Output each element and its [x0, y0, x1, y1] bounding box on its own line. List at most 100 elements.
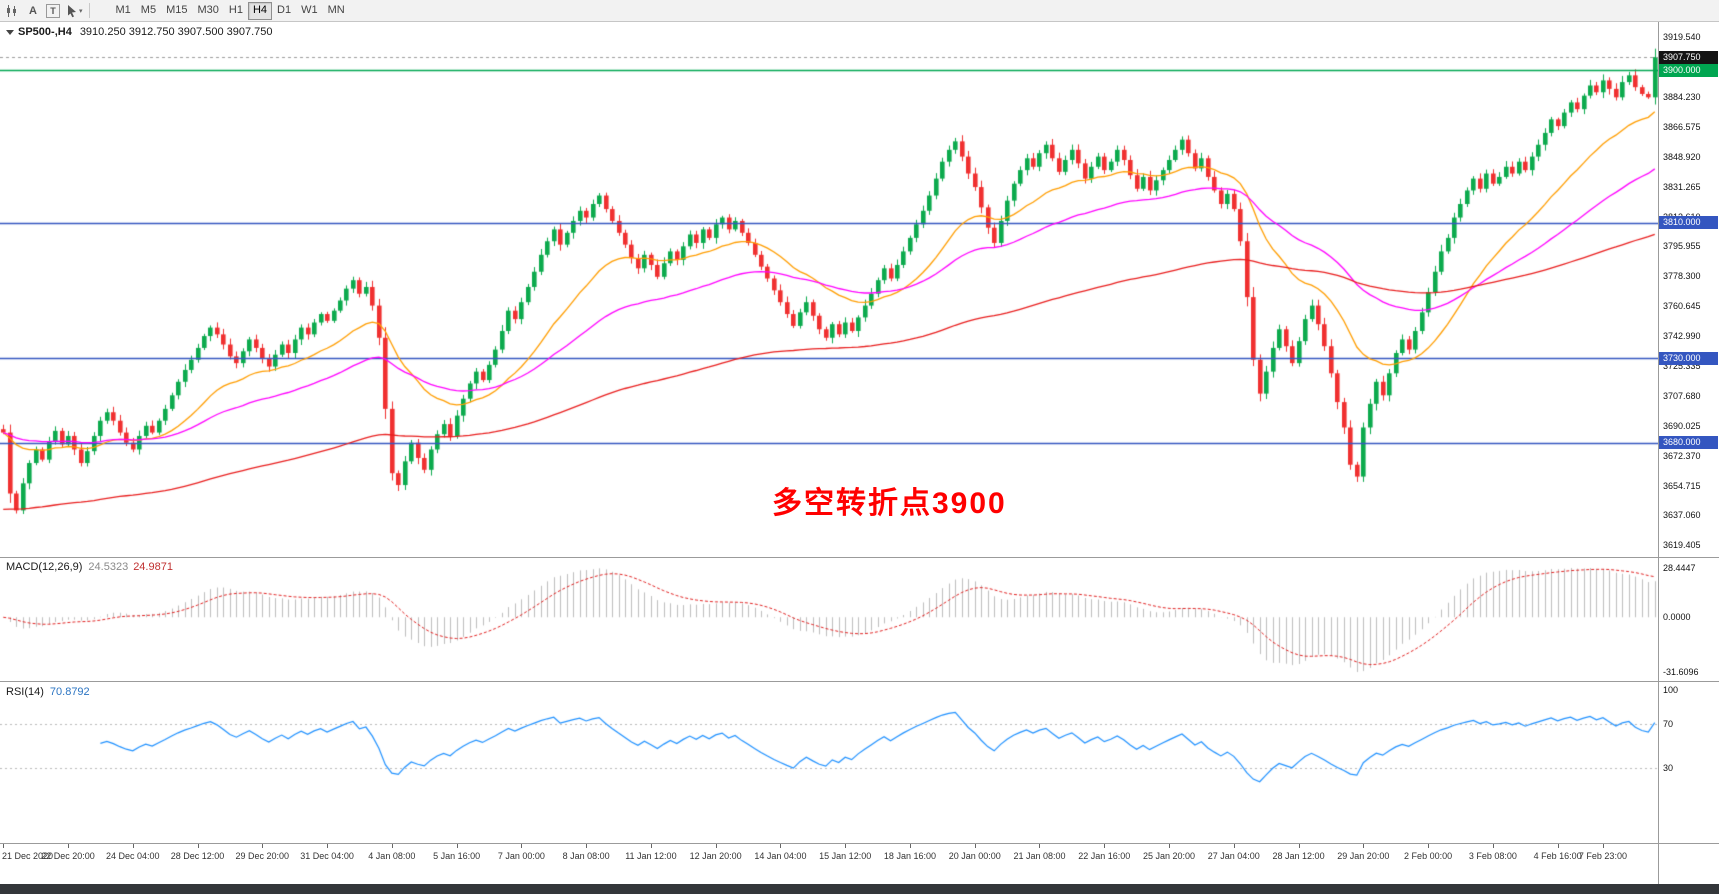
- price-axis-tick: 3619.405: [1663, 540, 1701, 551]
- price-axis[interactable]: 3619.405 3637.060 3654.715 3672.370 3690.025…: [1658, 0, 1719, 894]
- time-axis-tick: [1493, 844, 1494, 848]
- time-axis-label: 25 Jan 20:00: [1142, 851, 1196, 861]
- time-axis-label: 29 Jan 20:00: [1337, 851, 1390, 861]
- timeframe-button-mn[interactable]: MN: [323, 2, 350, 20]
- macd-main-value: 24.5323: [88, 561, 129, 573]
- time-axis-tick: [133, 844, 134, 848]
- timeframe-button-m5[interactable]: M5: [136, 2, 161, 20]
- hline-price-tag[interactable]: 3900.000: [1659, 63, 1718, 77]
- price-axis-tick: 3848.920: [1663, 151, 1701, 162]
- time-axis-tick: [198, 844, 199, 848]
- hline-price-tag[interactable]: 3680.000: [1659, 436, 1718, 450]
- timeframe-button-m15[interactable]: M15: [161, 2, 192, 20]
- symbol-label: SP500-,H4: [18, 26, 72, 38]
- rsi-value: 70.8792: [49, 686, 90, 698]
- price-axis-tick: 3637.060: [1663, 510, 1701, 521]
- time-axis-label: 28 Jan 12:00: [1272, 851, 1325, 861]
- timeframe-button-h4[interactable]: H4: [247, 1, 273, 20]
- timeframe-button-h1[interactable]: H1: [224, 2, 248, 20]
- chart-annotation: 多空转折点3900: [772, 487, 1007, 520]
- pane-separator-rsi[interactable]: [0, 681, 1719, 682]
- timeframe-button-w1[interactable]: W1: [296, 2, 323, 20]
- time-axis-label: 4 Feb 16:00: [1533, 851, 1582, 861]
- timeframe-button-m1[interactable]: M1: [111, 2, 136, 20]
- dropdown-caret-icon: ▾: [79, 7, 83, 15]
- bid-price-tag: 3907.750: [1659, 50, 1718, 64]
- time-axis-tick: [1169, 844, 1170, 848]
- time-axis-label: 4 Jan 08:00: [368, 851, 416, 861]
- price-pane-canvas[interactable]: [0, 22, 1658, 557]
- price-axis-tick: 3742.990: [1663, 331, 1701, 342]
- hline-price-tag[interactable]: 3730.000: [1659, 351, 1718, 365]
- rsi-pane-canvas[interactable]: [0, 682, 1658, 843]
- rsi-axis-tick: 30: [1663, 763, 1674, 774]
- time-axis-label: 3 Feb 08:00: [1468, 851, 1517, 861]
- time-axis-label: 22 Jan 16:00: [1078, 851, 1131, 861]
- rsi-axis-tick: 70: [1663, 718, 1674, 729]
- time-axis-label: 14 Jan 04:00: [754, 851, 807, 861]
- price-axis-tick: 3795.955: [1663, 241, 1701, 252]
- timeframe-group: M1 M5 M15 M30 H1 H4 D1 W1 MN: [111, 1, 350, 20]
- time-axis-label: 11 Jan 12:00: [625, 851, 677, 861]
- ohlc-values: 3910.250 3912.750 3907.500 3907.750: [79, 26, 273, 38]
- time-axis-label: 15 Jan 12:00: [819, 851, 872, 861]
- time-axis-tick: [262, 844, 263, 848]
- time-axis-tick: [1234, 844, 1235, 848]
- time-axis-tick: [975, 844, 976, 848]
- time-axis[interactable]: 21 Dec 2020 22 Dec 20:00 24 Dec 04:00 28 De…: [0, 843, 1658, 883]
- macd-label: MACD(12,26,9): [6, 561, 83, 573]
- time-axis-label: 7 Jan 00:00: [497, 851, 545, 861]
- pane-separator-macd[interactable]: [0, 557, 1719, 558]
- time-axis-tick: [651, 844, 652, 848]
- time-axis-tick: [327, 844, 328, 848]
- time-axis-label: 18 Jan 16:00: [883, 851, 936, 861]
- price-axis-tick: 3866.575: [1663, 121, 1701, 132]
- time-axis-label: 21 Dec 2020: [2, 851, 54, 861]
- time-axis-label: 29 Dec 20:00: [235, 851, 290, 861]
- rsi-label: RSI(14): [6, 686, 44, 698]
- price-axis-tick: 3654.715: [1663, 480, 1701, 491]
- text-tool-icon[interactable]: T: [44, 2, 62, 20]
- time-axis-tick: [68, 844, 69, 848]
- time-axis-label: 7 Feb 23:00: [1578, 851, 1627, 861]
- time-axis-tick: [910, 844, 911, 848]
- time-axis-tick: [457, 844, 458, 848]
- macd-signal-value: 24.9871: [133, 561, 173, 573]
- time-axis-tick: [392, 844, 393, 848]
- hline-price-tag[interactable]: 3810.000: [1659, 216, 1718, 230]
- time-axis-tick: [3, 844, 4, 848]
- time-axis-label: 8 Jan 08:00: [562, 851, 610, 861]
- cursor-tool-icon[interactable]: ▾: [64, 2, 83, 20]
- toolbar: A T ▾ M1 M5 M15 M30 H1 H4 D1 W1 MN: [0, 0, 1719, 22]
- chart-style-icon[interactable]: [4, 2, 22, 20]
- annotation-letter-icon[interactable]: A: [29, 4, 37, 17]
- time-axis-tick: [1299, 844, 1300, 848]
- time-axis-tick: [1558, 844, 1559, 848]
- price-axis-tick: 3884.230: [1663, 91, 1701, 102]
- time-axis-tick: [521, 844, 522, 848]
- price-axis-tick: 3707.680: [1663, 390, 1701, 401]
- time-axis-label: 12 Jan 20:00: [689, 851, 742, 861]
- macd-pane-canvas[interactable]: [0, 558, 1658, 681]
- time-axis-tick: [1039, 844, 1040, 848]
- price-axis-tick: 3919.540: [1663, 32, 1701, 43]
- time-axis-label: 27 Jan 04:00: [1207, 851, 1260, 861]
- chart-title-caret-icon: [6, 29, 14, 35]
- timeframe-button-d1[interactable]: D1: [272, 2, 296, 20]
- bottom-strip: [0, 884, 1719, 894]
- rsi-header: RSI(14) 70.8792: [6, 686, 90, 698]
- time-axis-label: 21 Jan 08:00: [1013, 851, 1066, 861]
- rsi-axis-tick: 100: [1663, 685, 1679, 695]
- time-axis-tick: [780, 844, 781, 848]
- price-axis-tick: 3690.025: [1663, 420, 1701, 431]
- time-axis-tick: [586, 844, 587, 848]
- macd-header: MACD(12,26,9) 24.5323 24.9871: [6, 561, 173, 573]
- time-axis-tick: [1104, 844, 1105, 848]
- time-axis-tick: [716, 844, 717, 848]
- time-axis-label: 24 Dec 04:00: [105, 851, 160, 861]
- time-axis-label: 5 Jan 16:00: [433, 851, 481, 861]
- timeframe-button-m30[interactable]: M30: [192, 2, 223, 20]
- price-axis-tick: 3778.300: [1663, 271, 1701, 282]
- price-axis-tick: 3725.335: [1663, 360, 1701, 371]
